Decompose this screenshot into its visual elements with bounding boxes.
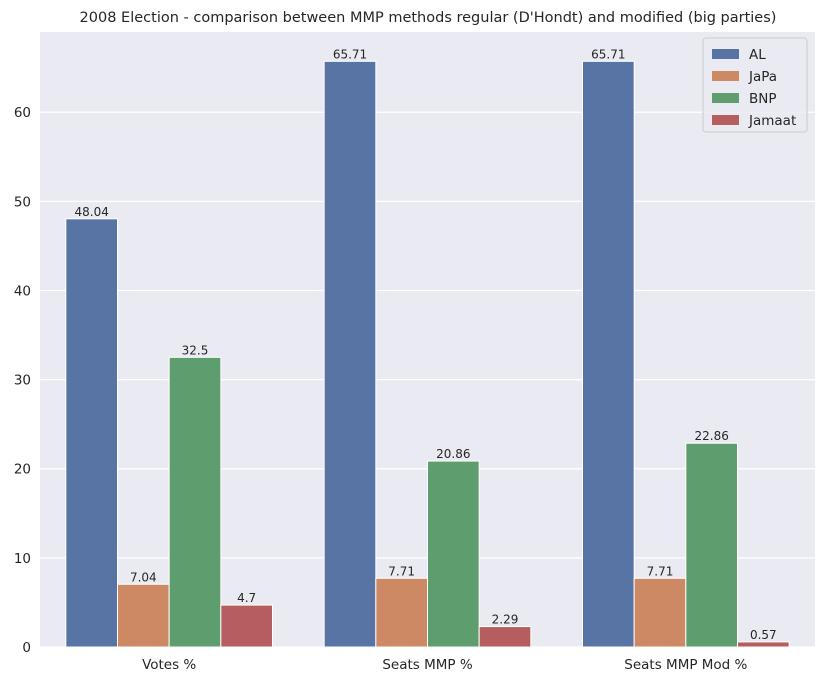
- bar-value-label: 22.86: [694, 429, 728, 443]
- bar-value-label: 7.71: [388, 564, 415, 578]
- bar: [582, 60, 635, 648]
- bar: [323, 60, 377, 648]
- legend-label: JaPa: [748, 69, 777, 85]
- legend-swatch: [712, 49, 739, 59]
- bar: [168, 356, 222, 648]
- x-tick-label: Seats MMP %: [382, 657, 472, 673]
- bar: [633, 577, 687, 648]
- bar-value-label: 48.04: [74, 205, 108, 219]
- bar-value-label: 4.7: [237, 591, 256, 605]
- x-tick-label: Seats MMP Mod %: [624, 657, 747, 673]
- bar: [375, 577, 429, 648]
- bar: [478, 626, 532, 648]
- y-tick-label: 60: [14, 105, 31, 121]
- bar: [427, 460, 480, 648]
- legend: AL JaPa BNP Jamaat: [702, 37, 808, 133]
- bar-value-label: 20.86: [436, 447, 470, 461]
- bar-value-label: 2.29: [492, 613, 519, 627]
- x-tick-label: Votes %: [142, 657, 196, 673]
- x-axis-ticks: Votes % Seats MMP % Seats MMP Mod %: [142, 657, 747, 673]
- legend-label: AL: [749, 47, 766, 63]
- legend-label: BNP: [749, 91, 777, 107]
- legend-swatch: [712, 71, 739, 81]
- legend-label: Jamaat: [748, 113, 796, 129]
- y-tick-label: 0: [22, 640, 31, 656]
- y-tick-label: 20: [14, 462, 31, 478]
- bar-value-label: 7.71: [647, 564, 674, 578]
- bar: [117, 583, 170, 648]
- y-tick-label: 10: [14, 551, 31, 567]
- legend-box: [702, 37, 808, 133]
- bar: [737, 641, 790, 648]
- bar-value-label: 32.5: [182, 343, 209, 357]
- y-axis-ticks: 0 10 20 30 40 50 60: [14, 105, 31, 656]
- bar: [65, 218, 119, 648]
- bar-value-label: 0.57: [750, 628, 777, 642]
- bar-value-label: 65.71: [591, 47, 625, 61]
- legend-swatch: [712, 93, 739, 103]
- y-tick-label: 50: [14, 194, 31, 210]
- bar-value-labels: 48.04 65.71 65.71 7.04 7.71 7.71 32.5 20.86 22.8…: [74, 47, 776, 642]
- bars: [65, 60, 790, 648]
- bar: [685, 442, 738, 648]
- legend-swatch: [712, 115, 739, 125]
- y-tick-label: 40: [14, 283, 31, 299]
- bar: [220, 604, 273, 648]
- bar-value-label: 7.04: [130, 570, 157, 584]
- bar-value-label: 65.71: [333, 47, 367, 61]
- chart-title: 2008 Election - comparison between MMP m…: [80, 10, 777, 26]
- y-tick-label: 30: [14, 373, 31, 389]
